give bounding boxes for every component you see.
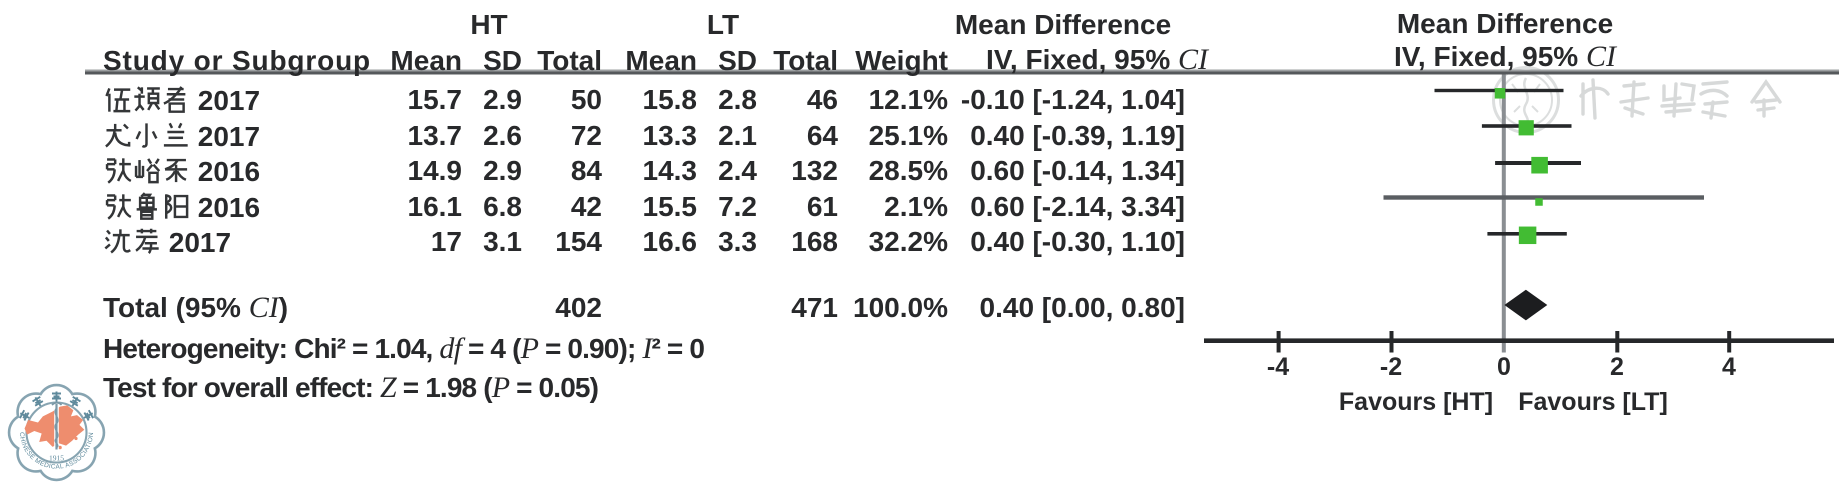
svg-text:1915: 1915 [49, 454, 64, 463]
